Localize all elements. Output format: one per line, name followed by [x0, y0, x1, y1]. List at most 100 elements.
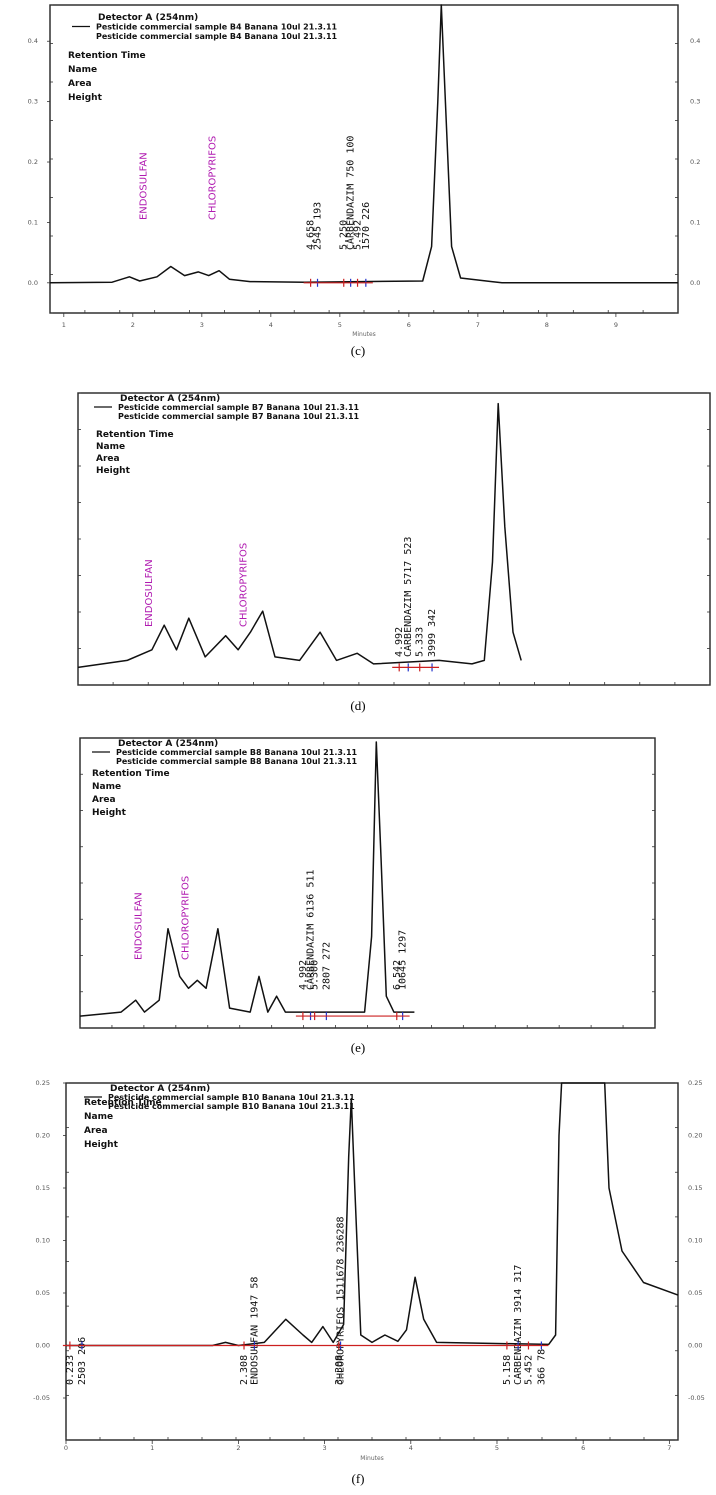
caption-f: (f)	[351, 1471, 365, 1486]
peak-label: CARBENDAZIM 750 100	[346, 136, 357, 250]
y-tick-label-left: 0.3	[28, 98, 38, 106]
x-tick-label: 0	[64, 1444, 68, 1452]
chromatogram-c: 0.4 0.3 0.2 0.1 0.0 0.4 0.3 0.2 0.1 0.0 1 2 3 4 5 6 7 8 9 M…	[28, 4, 700, 338]
legend-series: Pesticide commercial sample B8 Banana 10…	[116, 757, 358, 766]
y-tick-label-right: 0.3	[690, 98, 700, 106]
y-tick-label-right: 0.10	[688, 1237, 702, 1245]
chromatogram-trace	[77, 402, 522, 669]
peak-label: ENDOSULFAN	[144, 559, 155, 627]
chart-panel-e: Detector A (254nm) Pesticide commercial s…	[0, 730, 716, 1075]
legend-series: Pesticide commercial sample B7 Banana 10…	[118, 403, 360, 412]
peak-label: 3999 342	[427, 609, 438, 657]
legend-detector: Detector A (254nm)	[120, 394, 220, 404]
peak-label: CARBENDAZIM 5717 523	[403, 537, 414, 657]
legend-field: Name	[68, 65, 97, 75]
y-tick-label-left: 0.05	[36, 1289, 50, 1297]
peak-label: ENDOSULFAN	[139, 152, 150, 220]
peak-label: 3.308	[334, 1355, 345, 1385]
x-tick-label: 5	[338, 321, 342, 329]
legend-field: Retention Time	[84, 1098, 162, 1108]
legend-field: Name	[84, 1112, 113, 1122]
y-tick-label-left: 0.0	[28, 279, 38, 287]
legend-field: Name	[92, 782, 121, 792]
y-tick-label-left: 0.00	[36, 1342, 50, 1350]
y-tick-label-right: -0.05	[688, 1394, 705, 1402]
legend-detector: Detector A (254nm)	[110, 1084, 210, 1094]
y-tick-label-right: 0.4	[690, 37, 700, 45]
y-tick-label-right: 0.2	[690, 158, 700, 166]
chart-panel-c: 0.4 0.3 0.2 0.1 0.0 0.4 0.3 0.2 0.1 0.0 1 2 3 4 5 6 7 8 9 M…	[0, 0, 716, 365]
legend-field: Height	[84, 1140, 119, 1150]
peak-label: 4.658	[306, 220, 317, 250]
legend-detector: Detector A (254nm)	[118, 739, 218, 749]
x-tick-label: 4	[269, 321, 273, 329]
x-axis-label: Minutes	[360, 1455, 384, 1462]
peak-label: 5.158	[502, 1355, 513, 1385]
peak-label: 0.233	[65, 1355, 76, 1385]
peak-label: 366 78	[536, 1349, 547, 1385]
y-tick-label-left: 0.2	[28, 158, 38, 166]
y-tick-label-right: 0.20	[688, 1132, 702, 1140]
peak-label: 4.992	[298, 960, 309, 990]
peak-label: CHLOROPYRIFOS	[238, 543, 249, 627]
legend-field: Retention Time	[96, 430, 174, 440]
x-tick-label: 7	[476, 321, 480, 329]
legend-field: Area	[92, 795, 116, 805]
caption-e: (e)	[350, 1040, 366, 1055]
x-tick-label: 2	[236, 1444, 240, 1452]
x-tick-label: 6	[581, 1444, 585, 1452]
x-tick-label: 3	[200, 321, 204, 329]
y-tick-label-left: 0.15	[36, 1184, 50, 1192]
x-tick-label: 4	[409, 1444, 413, 1452]
peak-label: CHLOROPYRIFOS	[208, 136, 219, 220]
legend-field: Area	[68, 79, 92, 89]
legend-series: Pesticide commercial sample B8 Banana 10…	[116, 748, 358, 757]
y-tick-label-right: 0.05	[688, 1289, 702, 1297]
x-axis-label: Minutes	[352, 331, 376, 338]
legend-series: Pesticide commercial sample B10 Banana 1…	[108, 1093, 355, 1102]
peak-label: CARBENDAZIM 6136 511	[306, 870, 317, 990]
legend-field: Area	[84, 1126, 108, 1136]
chromatogram-trace	[66, 1082, 679, 1347]
x-tick-label: 7	[667, 1444, 671, 1452]
chart-panel-f: 0.25 0.20 0.15 0.10 0.05 0.00 -0.05 0.25 0.20 0.1…	[0, 1075, 716, 1495]
legend-series: Pesticide commercial sample B10 Banana 1…	[108, 1102, 355, 1111]
legend-series: Pesticide commercial sample B4 Banana 10…	[96, 32, 338, 41]
legend-field: Height	[96, 466, 131, 476]
peak-label: CHLOROPYRIFOS	[181, 876, 192, 960]
legend-field: Retention Time	[68, 51, 146, 61]
peak-label: CARBENDAZIM 3914 317	[513, 1265, 524, 1385]
peak-label: 2807 272	[321, 942, 332, 990]
chromatogram-e: Detector A (254nm)Pesticide commercial s…	[79, 737, 656, 1029]
x-tick-label: 3	[323, 1444, 327, 1452]
x-tick-label: 8	[545, 321, 549, 329]
legend-field: Height	[68, 93, 103, 103]
y-tick-label-left: 0.20	[36, 1132, 50, 1140]
peak-label: 4.992	[394, 627, 405, 657]
peak-label: 5.250	[339, 220, 350, 250]
peak-label: 5.333	[415, 627, 426, 657]
plot-frame	[65, 1082, 679, 1441]
x-tick-label: 6	[407, 321, 411, 329]
x-tick-label: 5	[495, 1444, 499, 1452]
x-tick-label: 1	[62, 321, 66, 329]
y-tick-label-left: 0.1	[28, 218, 38, 226]
y-tick-label-left: 0.10	[36, 1237, 50, 1245]
caption-d: (d)	[350, 698, 366, 713]
peak-label: 5.492	[353, 220, 364, 250]
legend-detector: Detector A (254nm)	[98, 13, 198, 23]
legend-series: Pesticide commercial sample B4 Banana 10…	[96, 23, 338, 32]
y-tick-label-right: 0.15	[688, 1184, 702, 1192]
y-tick-label-right: 0.0	[690, 279, 700, 287]
legend-field: Retention Time	[92, 769, 170, 779]
y-tick-label-right: 0.25	[688, 1079, 702, 1087]
chart-panel-d: Detector A (254nm) Pesticide commercial s…	[0, 385, 716, 725]
x-tick-label: 1	[150, 1444, 154, 1452]
chromatogram-trace	[79, 741, 415, 1017]
peak-label: ENDOSULFAN 1947 58	[249, 1277, 260, 1385]
peak-label: 5.452	[523, 1355, 534, 1385]
y-tick-label-left: 0.4	[28, 37, 38, 45]
chromatogram-f: 0.25 0.20 0.15 0.10 0.05 0.00 -0.05 0.25 0.20 0.1…	[33, 1079, 705, 1462]
chromatogram-trace	[49, 4, 678, 284]
legend-field: Name	[96, 442, 125, 452]
